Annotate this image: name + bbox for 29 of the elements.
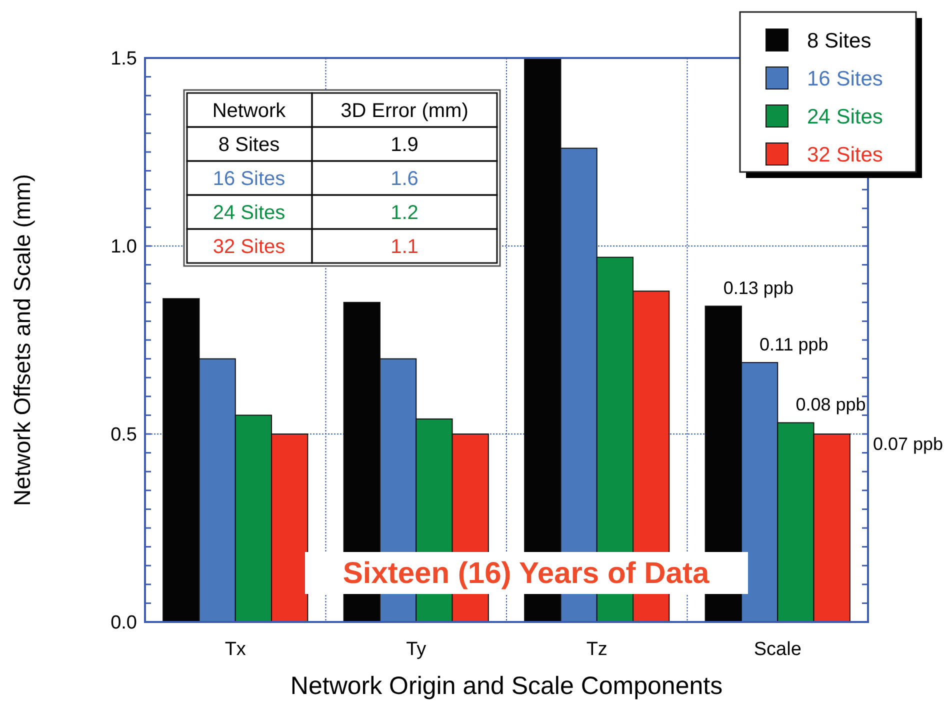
- legend-label: 32 Sites: [807, 143, 883, 166]
- annotation: 1.9: [390, 134, 418, 156]
- annotation: Sixteen (16) Years of Data: [342, 557, 710, 590]
- legend-label: 24 Sites: [807, 105, 883, 128]
- annotation: 32 Sites: [212, 236, 286, 258]
- annotation: 1.6: [390, 168, 418, 190]
- x-tick-label: Ty: [406, 639, 427, 660]
- y-tick-label: 1.0: [110, 236, 137, 258]
- annotation: 3D Error (mm): [340, 100, 468, 122]
- legend-label: 16 Sites: [807, 67, 883, 90]
- annotation: 1.2: [390, 202, 418, 224]
- annotation: 0.11 ppb: [760, 334, 828, 355]
- annotation: 16 Sites: [212, 168, 286, 190]
- annotation: Network: [212, 100, 287, 122]
- legend-label: 8 Sites: [807, 29, 872, 52]
- y-tick-label: 0.5: [110, 424, 137, 446]
- annotation: 0.13 ppb: [723, 278, 794, 298]
- annotation: 1.1: [390, 236, 418, 258]
- x-axis-title: Network Origin and Scale Components: [290, 672, 723, 700]
- y-tick-label: 0.0: [110, 612, 137, 634]
- annotation: 8 Sites: [218, 134, 280, 156]
- x-tick-label: Scale: [754, 639, 802, 660]
- annotation: 24 Sites: [212, 202, 286, 224]
- text: 0.07 ppb: [873, 434, 944, 454]
- y-axis-title: Network Offsets and Scale (mm): [9, 174, 35, 506]
- x-tick-label: Tx: [224, 639, 246, 660]
- y-tick-label: 1.5: [110, 48, 137, 70]
- x-tick-label: Tz: [586, 639, 608, 660]
- annotation: 0.08 ppb: [796, 394, 866, 415]
